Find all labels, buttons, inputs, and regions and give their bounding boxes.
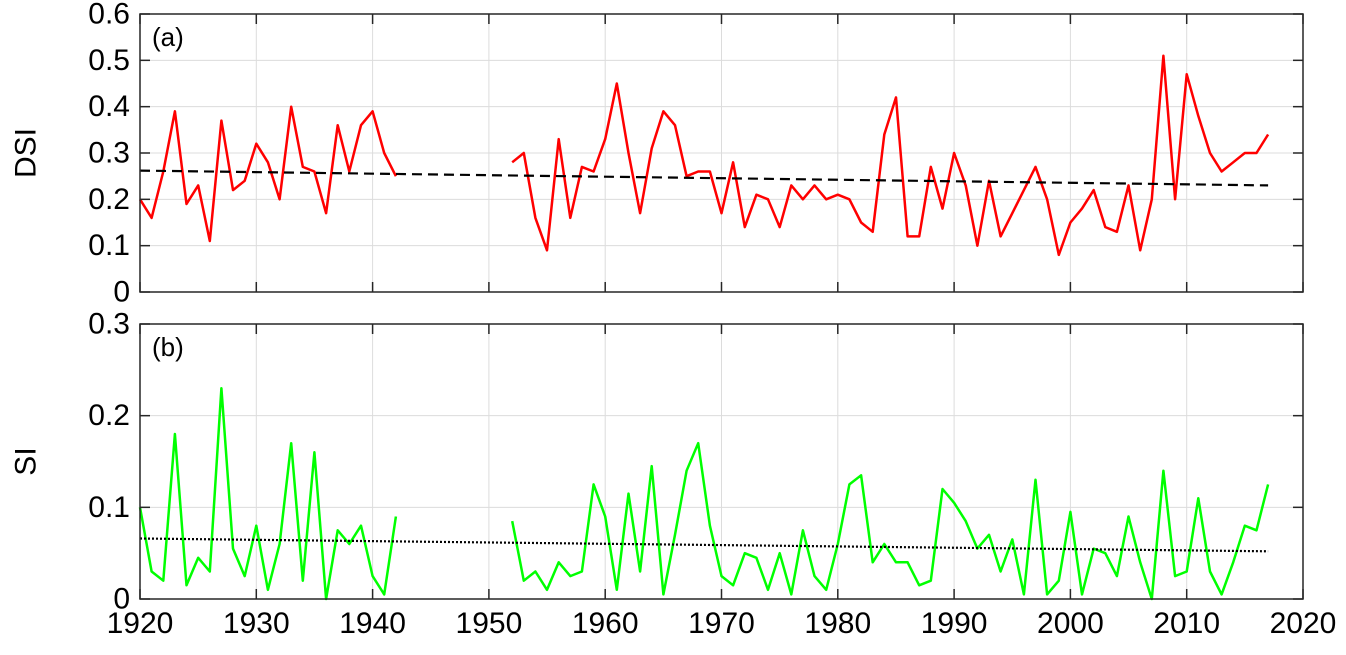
y-tick-label-a-2: 0.2 bbox=[88, 183, 130, 216]
series-line-a-0-1 bbox=[511, 54, 1270, 257]
x-tick-label-1930: 1930 bbox=[223, 607, 290, 640]
series-line-b-0-0 bbox=[138, 386, 398, 601]
panel-a: 0 0.1 0.2 0.3 0.4 0.5 0.6 DSI (a) bbox=[10, 0, 1304, 309]
y-tick-label-a-1: 0.1 bbox=[88, 229, 130, 262]
x-tick-label-1970: 1970 bbox=[688, 607, 755, 640]
x-tick-label-1940: 1940 bbox=[339, 607, 406, 640]
trend-line-b bbox=[139, 537, 1269, 553]
x-tick-label-1980: 1980 bbox=[804, 607, 871, 640]
y-tick-label-b-0: 0 bbox=[113, 583, 130, 616]
y-axis-title-b: SI bbox=[10, 447, 43, 475]
x-tick-label-1920: 1920 bbox=[107, 607, 174, 640]
y-tick-label-a-6: 0.6 bbox=[88, 0, 130, 31]
x-tick-label-1960: 1960 bbox=[572, 607, 639, 640]
y-tick-label-a-4: 0.4 bbox=[88, 90, 130, 123]
x-tick-label-1950: 1950 bbox=[456, 607, 523, 640]
y-axis-title-a: DSI bbox=[10, 128, 43, 178]
panel-label-a: (a) bbox=[152, 22, 184, 52]
x-tick-label-2020: 2020 bbox=[1270, 607, 1337, 640]
panel-label-b: (b) bbox=[152, 332, 184, 362]
y-tick-label-a-5: 0.5 bbox=[88, 44, 130, 77]
series-line-b-0-1 bbox=[510, 441, 1270, 601]
x-tick-label-2010: 2010 bbox=[1153, 607, 1220, 640]
series-line-a-0-0 bbox=[138, 105, 398, 243]
y-tick-label-b-3: 0.3 bbox=[88, 308, 130, 341]
y-tick-label-b-1: 0.1 bbox=[88, 491, 130, 524]
panel-b: 0 0.1 0.2 0.3 1920 1930 1940 1950 1960 1970 1980 19… bbox=[10, 308, 1337, 641]
trend-line-a bbox=[139, 169, 1269, 187]
y-tick-label-a-0: 0 bbox=[113, 276, 130, 309]
y-tick-label-a-3: 0.3 bbox=[88, 137, 130, 170]
x-tick-label-2000: 2000 bbox=[1037, 607, 1104, 640]
x-tick-label-1990: 1990 bbox=[921, 607, 988, 640]
y-tick-label-b-2: 0.2 bbox=[88, 399, 130, 432]
